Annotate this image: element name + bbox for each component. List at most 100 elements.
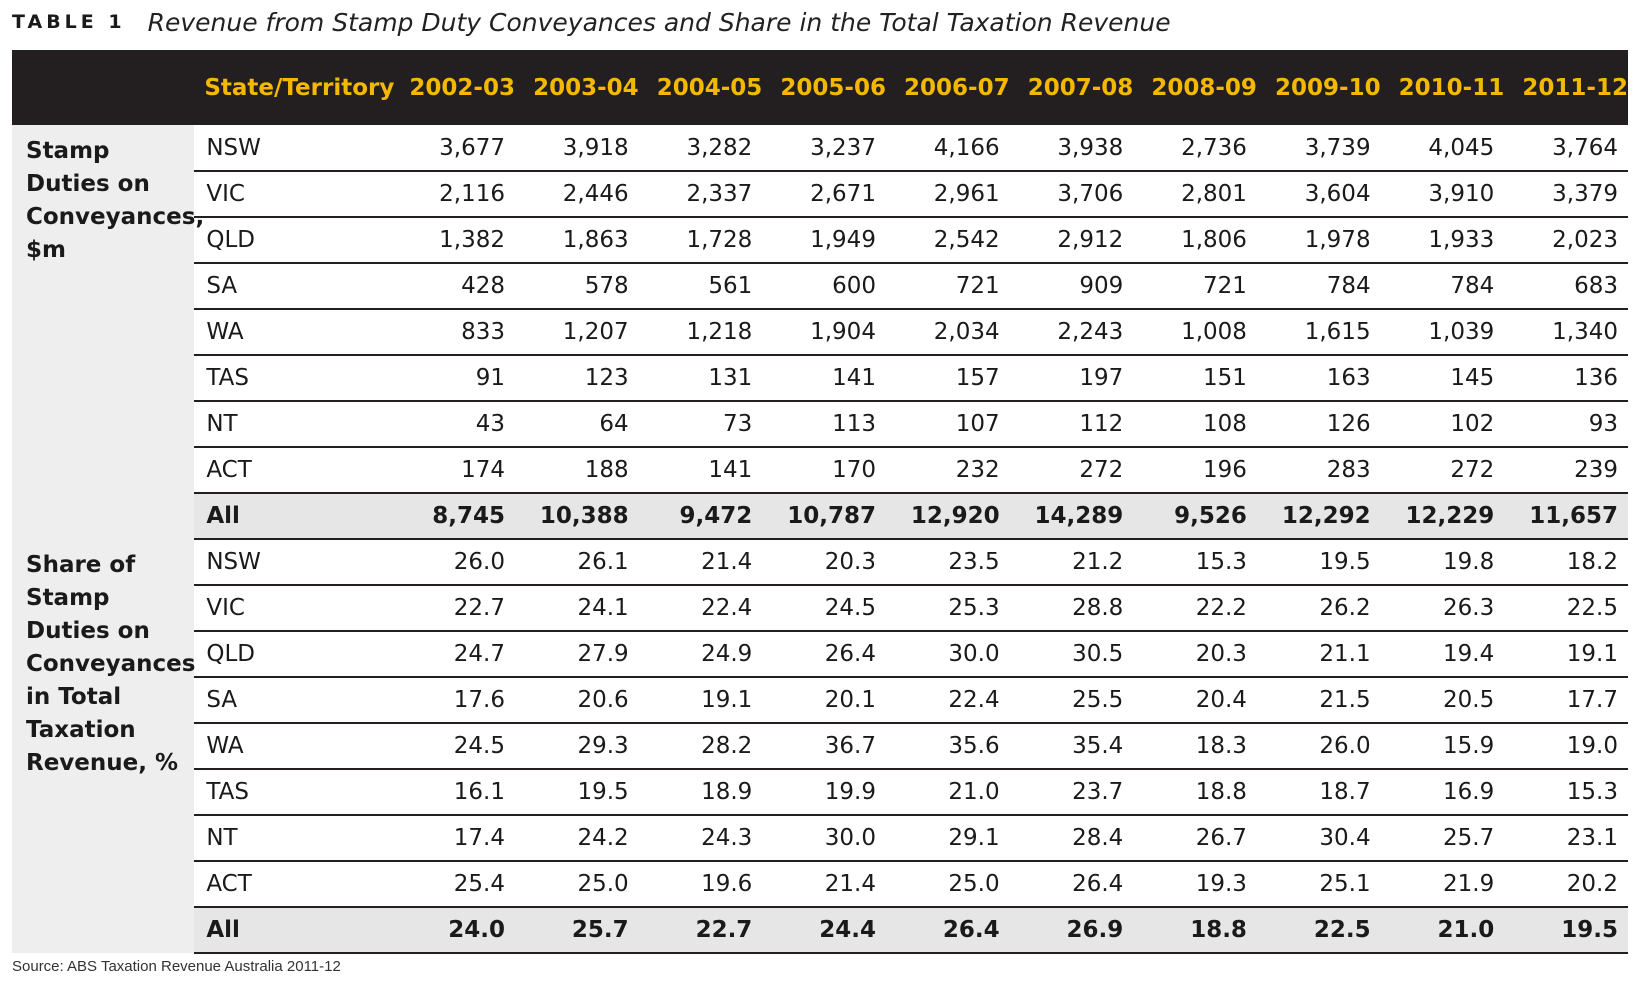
state-cell: VIC: [194, 585, 383, 632]
year-column-header: 2003-04: [533, 74, 639, 101]
table-row: QLD 1,382 1,863 1,728 1,949 2,542 2,912 1,806 1,…: [12, 217, 1628, 264]
value-cell: 3,379: [1504, 171, 1628, 218]
value-cell: 17.6: [382, 677, 515, 724]
value-cell: 29.3: [515, 723, 639, 770]
value-cell: 73: [638, 401, 763, 448]
year-column-header: 2008-09: [1151, 74, 1257, 101]
state-cell: QLD: [194, 631, 383, 678]
value-cell: 721: [1133, 263, 1257, 310]
value-cell: 27.9: [515, 631, 639, 678]
value-cell: 107: [885, 401, 1010, 448]
value-cell: 26.9: [1009, 907, 1134, 954]
value-cell: 151: [1133, 355, 1257, 402]
value-cell: 1,978: [1256, 217, 1381, 264]
value-cell: 26.1: [515, 539, 639, 586]
value-cell: 12,292: [1256, 493, 1381, 540]
table-row: TAS 16.1 19.5 18.9 19.9 21.0 23.7 18.8 18.7 16.9 1…: [12, 769, 1628, 816]
value-cell: 21.1: [1256, 631, 1381, 678]
value-cell: 3,739: [1256, 125, 1381, 172]
value-cell: 25.4: [382, 861, 515, 908]
value-cell: 28.2: [638, 723, 763, 770]
value-cell: 9,526: [1133, 493, 1257, 540]
total-row: All 24.0 25.7 22.7 24.4 26.4 26.9 18.8 22.5 21.0 1…: [12, 907, 1628, 954]
value-cell: 683: [1504, 263, 1628, 310]
value-cell: 43: [382, 401, 515, 448]
value-cell: 3,282: [638, 125, 763, 172]
value-cell: 21.4: [638, 539, 763, 586]
value-cell: 3,706: [1009, 171, 1134, 218]
value-cell: 174: [382, 447, 515, 494]
value-cell: 20.6: [515, 677, 639, 724]
value-cell: 30.5: [1009, 631, 1134, 678]
value-cell: 136: [1504, 355, 1628, 402]
value-cell: 17.7: [1504, 677, 1628, 724]
state-cell: VIC: [194, 171, 383, 218]
value-cell: 21.2: [1009, 539, 1134, 586]
table-row: VIC 22.7 24.1 22.4 24.5 25.3 28.8 22.2 26.2 26.3 2…: [12, 585, 1628, 632]
value-cell: 24.5: [382, 723, 515, 770]
value-cell: 428: [382, 263, 515, 310]
value-cell: 26.0: [1256, 723, 1381, 770]
total-row: All 8,745 10,388 9,472 10,787 12,920 14,289 9,5…: [12, 493, 1628, 540]
value-cell: 9,472: [638, 493, 763, 540]
revenue-table: State/Territory 2002-03 2003-04 2004-05 200…: [12, 50, 1628, 954]
value-cell: 2,446: [515, 171, 639, 218]
value-cell: 4,166: [885, 125, 1010, 172]
value-cell: 283: [1256, 447, 1381, 494]
value-cell: 2,912: [1009, 217, 1134, 264]
value-cell: 2,801: [1133, 171, 1257, 218]
value-cell: 22.4: [885, 677, 1010, 724]
value-cell: 126: [1256, 401, 1381, 448]
value-cell: 1,949: [762, 217, 886, 264]
value-cell: 19.0: [1504, 723, 1628, 770]
value-cell: 28.4: [1009, 815, 1134, 862]
state-cell: NSW: [194, 539, 383, 586]
value-cell: 909: [1009, 263, 1134, 310]
value-cell: 2,034: [885, 309, 1010, 356]
state-cell: ACT: [194, 861, 383, 908]
value-cell: 16.9: [1380, 769, 1505, 816]
value-cell: 1,904: [762, 309, 886, 356]
state-cell: NT: [194, 815, 383, 862]
value-cell: 24.9: [638, 631, 763, 678]
value-cell: 1,207: [515, 309, 639, 356]
value-cell: 25.0: [515, 861, 639, 908]
table-body: Stamp Duties on Conveyances, $m NSW 3,677 3…: [12, 125, 1628, 954]
value-cell: 19.9: [762, 769, 886, 816]
value-cell: 20.5: [1380, 677, 1505, 724]
value-cell: 2,671: [762, 171, 886, 218]
value-cell: 4,045: [1380, 125, 1505, 172]
value-cell: 64: [515, 401, 639, 448]
value-cell: 272: [1380, 447, 1505, 494]
table-row: WA 24.5 29.3 28.2 36.7 35.6 35.4 18.3 26.0 15.9 19…: [12, 723, 1628, 770]
section-label: Share of Stamp Duties on Conveyances in …: [12, 539, 195, 953]
value-cell: 15.9: [1380, 723, 1505, 770]
value-cell: 25.0: [885, 861, 1010, 908]
value-cell: 22.2: [1133, 585, 1257, 632]
value-cell: 24.1: [515, 585, 639, 632]
value-cell: 29.1: [885, 815, 1010, 862]
source-note: Source: ABS Taxation Revenue Australia 2…: [12, 958, 341, 975]
table-title: Revenue from Stamp Duty Conveyances and …: [147, 7, 1171, 37]
value-cell: 16.1: [382, 769, 515, 816]
value-cell: 24.2: [515, 815, 639, 862]
state-cell: All: [194, 493, 383, 540]
value-cell: 197: [1009, 355, 1134, 402]
value-cell: 24.3: [638, 815, 763, 862]
value-cell: 1,008: [1133, 309, 1257, 356]
state-cell: QLD: [194, 217, 383, 264]
value-cell: 272: [1009, 447, 1134, 494]
value-cell: 91: [382, 355, 515, 402]
value-cell: 18.8: [1133, 907, 1257, 954]
value-cell: 3,604: [1256, 171, 1381, 218]
value-cell: 721: [885, 263, 1010, 310]
state-cell: WA: [194, 309, 383, 356]
year-column-header: 2005-06: [780, 74, 886, 101]
table-row: ACT 25.4 25.0 19.6 21.4 25.0 26.4 19.3 25.1 21.9 2…: [12, 861, 1628, 908]
value-cell: 26.7: [1133, 815, 1257, 862]
value-cell: 8,745: [382, 493, 515, 540]
table-row: SA 428 578 561 600 721 909 721 784 784 683: [12, 263, 1628, 310]
table-row: Share of Stamp Duties on Conveyances in …: [12, 539, 1628, 953]
value-cell: 3,918: [515, 125, 639, 172]
value-cell: 14,289: [1009, 493, 1134, 540]
